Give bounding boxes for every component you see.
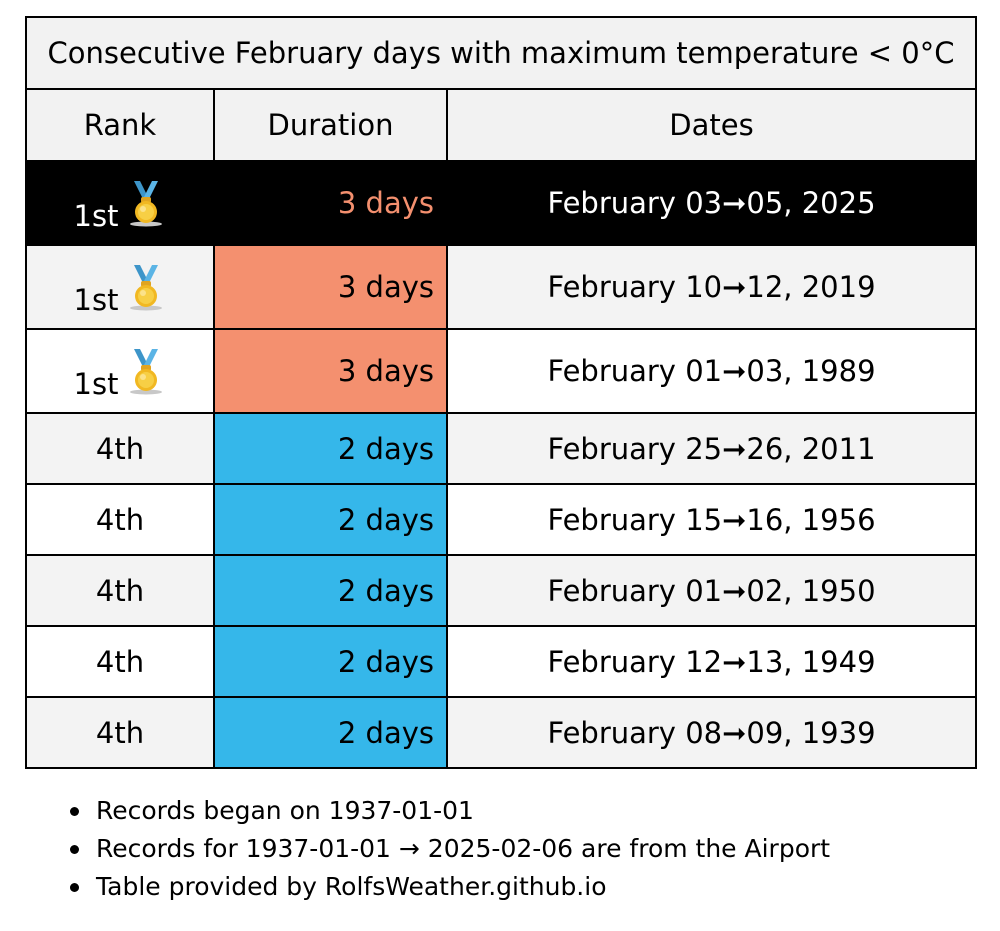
dates-cell: February 03➞05, 2025: [446, 160, 977, 246]
rank-cell: 1st: [25, 160, 215, 246]
table-row: 1st 3 days February 10➞12, 2019: [25, 244, 977, 330]
duration-cell: 2 days: [213, 483, 448, 556]
column-header-rank: Rank: [25, 88, 215, 162]
records-table: Consecutive February days with maximum t…: [25, 16, 977, 769]
rank-label: 1st: [73, 367, 119, 401]
duration-cell: 2 days: [213, 412, 448, 485]
note-item: Records began on 1937-01-01: [70, 792, 830, 830]
note-item: Table provided by RolfsWeather.github.io: [70, 868, 830, 906]
dates-cell: February 08➞09, 1939: [446, 696, 977, 769]
table-row: 1st 3 days February 03➞05, 2025: [25, 160, 977, 246]
duration-cell: 2 days: [213, 696, 448, 769]
duration-cell: 3 days: [213, 160, 448, 246]
dates-cell: February 01➞03, 1989: [446, 328, 977, 414]
rank-label: 1st: [73, 199, 119, 233]
notes-list: Records began on 1937-01-01 Records for …: [70, 792, 830, 906]
table-row: 4th 2 days February 15➞16, 1956: [25, 483, 977, 556]
dates-cell: February 12➞13, 1949: [446, 625, 977, 698]
dates-cell: February 25➞26, 2011: [446, 412, 977, 485]
duration-cell: 2 days: [213, 554, 448, 627]
table-title: Consecutive February days with maximum t…: [25, 16, 977, 90]
rank-cell: 4th: [25, 412, 215, 485]
gold-medal-icon: [126, 347, 166, 395]
rank-cell: 4th: [25, 483, 215, 556]
table-row: 4th 2 days February 01➞02, 1950: [25, 554, 977, 627]
duration-cell: 2 days: [213, 625, 448, 698]
note-item: Records for 1937-01-01 → 2025-02-06 are …: [70, 830, 830, 868]
gold-medal-icon: [126, 263, 166, 311]
table-row: 4th 2 days February 08➞09, 1939: [25, 696, 977, 769]
gold-medal-icon: [126, 179, 166, 227]
rank-cell: 4th: [25, 696, 215, 769]
rank-cell: 1st: [25, 244, 215, 330]
table-row: 4th 2 days February 25➞26, 2011: [25, 412, 977, 485]
rank-label: 1st: [73, 283, 119, 317]
duration-cell: 3 days: [213, 328, 448, 414]
dates-cell: February 10➞12, 2019: [446, 244, 977, 330]
table-row: 1st 3 days February 01➞03, 1989: [25, 328, 977, 414]
duration-cell: 3 days: [213, 244, 448, 330]
dates-cell: February 15➞16, 1956: [446, 483, 977, 556]
rank-cell: 4th: [25, 554, 215, 627]
dates-cell: February 01➞02, 1950: [446, 554, 977, 627]
rank-cell: 1st: [25, 328, 215, 414]
column-header-duration: Duration: [213, 88, 448, 162]
table-row: 4th 2 days February 12➞13, 1949: [25, 625, 977, 698]
column-header-dates: Dates: [446, 88, 977, 162]
rank-cell: 4th: [25, 625, 215, 698]
